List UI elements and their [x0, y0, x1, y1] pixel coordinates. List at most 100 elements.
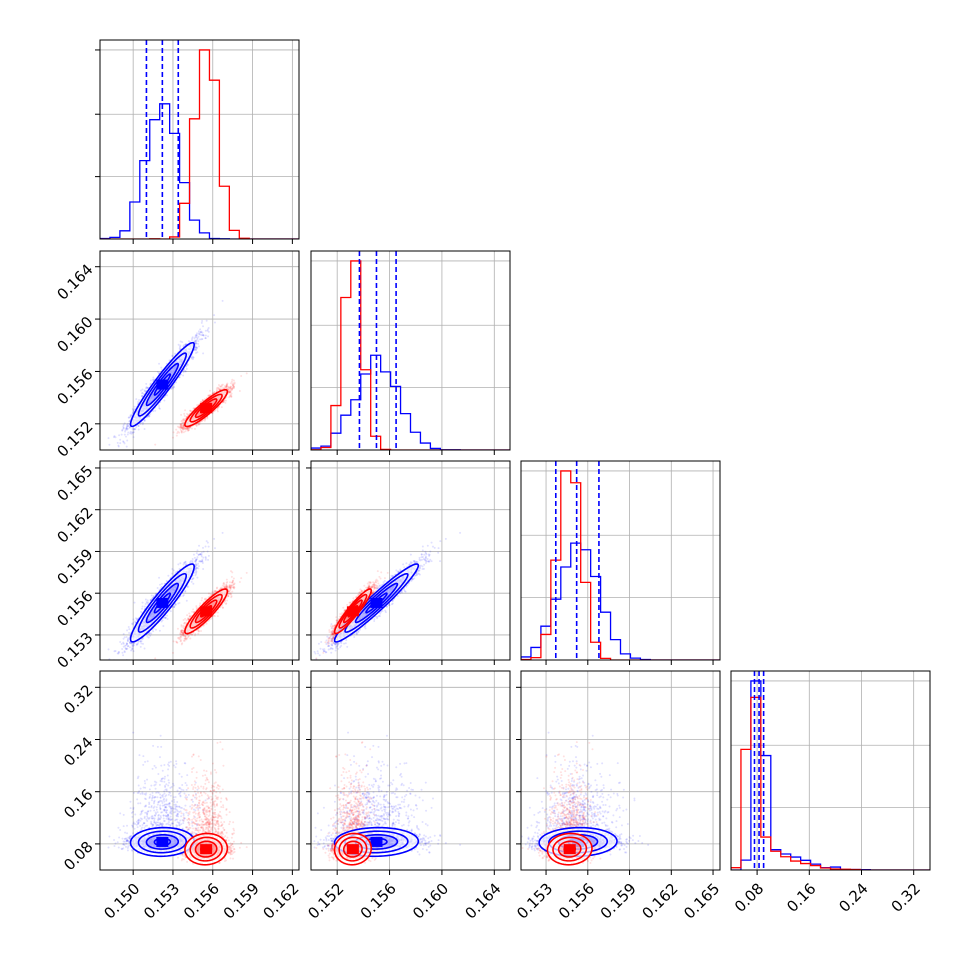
sample-point: [232, 379, 235, 382]
sample-point: [187, 429, 190, 432]
sample-point: [180, 413, 183, 416]
sample-point: [126, 424, 129, 427]
sample-point: [230, 394, 233, 397]
sample-point: [183, 414, 186, 417]
sample-point: [184, 409, 187, 412]
sample-point: [228, 391, 231, 394]
sample-point: [230, 380, 233, 383]
sample-point: [197, 340, 200, 343]
sample-point: [158, 362, 161, 365]
sample-point: [190, 357, 193, 360]
sample-point: [154, 409, 157, 412]
sample-point: [129, 414, 132, 417]
sample-point: [113, 435, 116, 438]
sample-point: [143, 419, 146, 422]
sample-point: [200, 330, 203, 333]
sample-point: [201, 338, 204, 341]
sample-point: [172, 431, 175, 434]
sample-point: [193, 337, 196, 340]
sample-point: [196, 404, 199, 407]
sample-point: [225, 384, 228, 387]
sample-point: [174, 352, 177, 355]
sample-point: [180, 425, 183, 428]
sample-point: [126, 422, 129, 425]
sample-point: [168, 359, 171, 362]
sample-point: [181, 421, 184, 424]
sample-point: [232, 385, 235, 388]
sample-point: [217, 386, 220, 389]
sample-point: [145, 382, 148, 385]
sample-point: [194, 346, 197, 349]
sample-point: [137, 424, 140, 427]
sample-point: [122, 440, 125, 443]
sample-point: [195, 424, 198, 427]
sample-point: [233, 382, 236, 385]
sample-point: [195, 339, 198, 342]
sample-point: [178, 348, 181, 351]
sample-point: [230, 395, 233, 398]
sample-point: [123, 422, 126, 425]
sample-point: [179, 345, 182, 348]
sample-point: [213, 391, 216, 394]
sample-point: [182, 424, 185, 427]
sample-point: [182, 424, 185, 427]
sample-point: [229, 387, 232, 390]
sample-point: [227, 386, 230, 389]
sample-point: [171, 355, 174, 358]
sample-point: [131, 408, 134, 411]
sample-point: [170, 388, 173, 391]
sample-point: [124, 435, 127, 438]
sample-point: [204, 337, 207, 340]
sample-point: [131, 428, 134, 431]
sample-point: [157, 372, 160, 375]
sample-point: [182, 426, 185, 429]
sample-point: [182, 424, 185, 427]
sample-point: [122, 423, 125, 426]
sample-point: [141, 392, 144, 395]
sample-point: [225, 384, 228, 387]
sample-point: [184, 426, 187, 429]
sample-point: [132, 410, 135, 413]
sample-point: [180, 424, 183, 427]
sample-point: [183, 419, 186, 422]
sample-point: [216, 406, 219, 409]
sample-point: [195, 340, 198, 343]
sample-point: [186, 426, 189, 429]
sample-point: [225, 399, 228, 402]
sample-point: [230, 395, 233, 398]
panel-0-0: [95, 39, 300, 244]
sample-point: [131, 412, 134, 415]
sample-point: [230, 385, 233, 388]
sample-point: [197, 422, 200, 425]
sample-point: [189, 426, 192, 429]
sample-point: [195, 342, 198, 345]
sample-point: [179, 426, 182, 429]
sample-point: [140, 389, 143, 392]
sample-point: [151, 378, 154, 381]
sample-point: [141, 395, 144, 398]
sample-point: [197, 345, 200, 348]
sample-point: [198, 338, 201, 341]
sample-point: [187, 428, 190, 431]
sample-point: [139, 422, 142, 425]
sample-point: [194, 348, 197, 351]
sample-point: [185, 426, 188, 429]
sample-point: [145, 387, 148, 390]
sample-point: [199, 401, 202, 404]
sample-point: [180, 430, 183, 433]
sample-point: [158, 406, 161, 409]
sample-point: [128, 426, 131, 429]
sample-point: [133, 405, 136, 408]
sample-point: [193, 407, 196, 410]
sample-point: [128, 416, 131, 419]
sample-point: [132, 427, 135, 430]
sample-point: [128, 420, 131, 423]
sample-point: [204, 329, 207, 332]
sample-point: [187, 427, 190, 430]
sample-point: [207, 394, 210, 397]
sample-point: [182, 431, 185, 434]
sample-point: [133, 428, 136, 431]
sample-point: [225, 385, 228, 388]
sample-point: [175, 434, 178, 437]
sample-point: [171, 354, 174, 357]
